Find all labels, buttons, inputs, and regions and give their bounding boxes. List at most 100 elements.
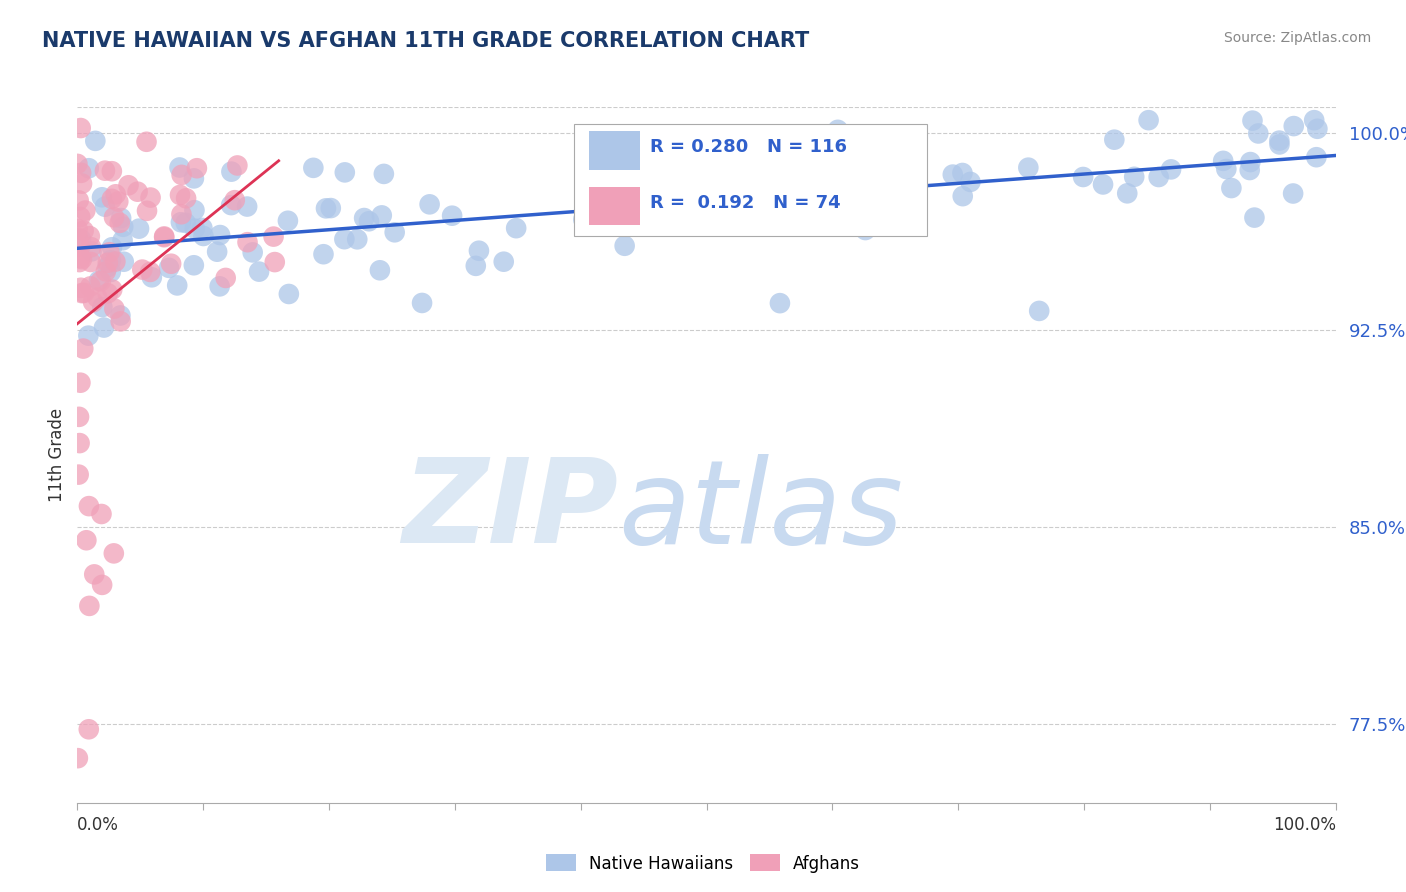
Point — [107, 194, 129, 209]
Point — [77, 723, 100, 737]
Point — [800, 202, 823, 217]
Point — [942, 168, 965, 182]
Point — [87, 274, 110, 288]
Point — [1268, 134, 1291, 148]
Point — [70, 281, 93, 295]
Point — [1303, 113, 1326, 128]
Point — [97, 286, 120, 301]
Point — [1215, 161, 1237, 176]
Point — [468, 244, 491, 258]
Point — [346, 232, 368, 246]
Point — [333, 232, 356, 246]
Point — [70, 166, 93, 180]
Point — [72, 342, 94, 356]
Point — [77, 499, 100, 513]
Point — [699, 181, 721, 195]
Point — [103, 301, 125, 316]
Point — [110, 309, 132, 323]
Point — [1017, 161, 1039, 175]
Point — [613, 239, 636, 253]
Point — [755, 131, 778, 145]
Point — [101, 164, 124, 178]
Point — [959, 175, 981, 189]
Point — [853, 223, 876, 237]
FancyBboxPatch shape — [589, 131, 640, 169]
Point — [139, 190, 162, 204]
Point — [97, 260, 120, 274]
Point — [170, 207, 193, 221]
Point — [893, 162, 915, 177]
Point — [1028, 304, 1050, 318]
Point — [183, 258, 205, 272]
Point — [66, 751, 89, 765]
Point — [128, 221, 150, 235]
Point — [82, 295, 104, 310]
Point — [209, 228, 232, 243]
Point — [169, 161, 191, 175]
Point — [208, 279, 231, 293]
Point — [110, 314, 132, 328]
Text: NATIVE HAWAIIAN VS AFGHAN 11TH GRADE CORRELATION CHART: NATIVE HAWAIIAN VS AFGHAN 11TH GRADE COR… — [42, 31, 810, 51]
Point — [94, 200, 117, 214]
Point — [226, 158, 249, 172]
Point — [602, 185, 624, 199]
Point — [70, 232, 93, 246]
Point — [1137, 113, 1160, 128]
Point — [1092, 178, 1115, 192]
Text: 100.0%: 100.0% — [1272, 816, 1336, 834]
Point — [72, 224, 94, 238]
Point — [79, 255, 101, 269]
Point — [84, 134, 107, 148]
Point — [86, 291, 108, 305]
Point — [101, 283, 124, 297]
Point — [93, 320, 115, 334]
Point — [952, 166, 974, 180]
Point — [169, 188, 191, 202]
Point — [505, 221, 527, 235]
Point — [191, 221, 214, 235]
Point — [139, 265, 162, 279]
Point — [315, 202, 337, 216]
Point — [371, 208, 394, 222]
Point — [1212, 153, 1234, 168]
Text: R = 0.280   N = 116: R = 0.280 N = 116 — [650, 138, 846, 156]
Point — [952, 189, 974, 203]
Point — [353, 211, 375, 225]
Point — [183, 203, 205, 218]
Point — [1305, 150, 1327, 164]
Point — [464, 259, 486, 273]
Point — [97, 256, 120, 270]
Point — [1104, 133, 1126, 147]
FancyBboxPatch shape — [575, 124, 927, 235]
Point — [70, 252, 93, 267]
Point — [215, 271, 238, 285]
Point — [174, 191, 197, 205]
Point — [101, 192, 124, 206]
Point — [153, 230, 176, 244]
Point — [666, 194, 689, 208]
Point — [170, 168, 193, 182]
Point — [91, 190, 114, 204]
Point — [419, 197, 441, 211]
Point — [807, 211, 830, 226]
Point — [67, 255, 90, 269]
Point — [333, 165, 356, 179]
Point — [373, 167, 395, 181]
Point — [127, 185, 149, 199]
Point — [1123, 169, 1146, 184]
Point — [94, 163, 117, 178]
Point — [98, 245, 121, 260]
Point — [441, 209, 464, 223]
Point — [108, 216, 131, 230]
Text: R =  0.192   N = 74: R = 0.192 N = 74 — [650, 194, 841, 212]
Point — [870, 203, 893, 218]
Text: atlas: atlas — [619, 453, 904, 567]
Point — [67, 231, 90, 245]
Point — [572, 212, 595, 227]
Point — [69, 376, 91, 390]
Point — [769, 296, 792, 310]
Point — [104, 187, 127, 202]
Point — [67, 194, 90, 208]
Point — [1220, 181, 1243, 195]
Point — [160, 257, 183, 271]
